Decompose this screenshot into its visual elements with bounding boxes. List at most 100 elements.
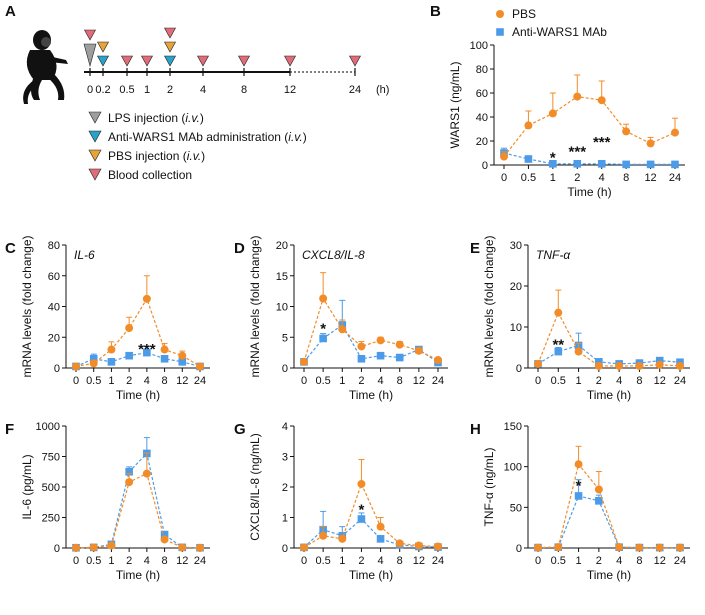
x-tick-label: 0.5 [521,172,536,184]
timeline-tick-label: 0.2 [95,84,110,96]
data-point-anti-wars1 [160,354,169,363]
series-line-pbs [75,472,201,549]
data-point-pbs [574,347,583,356]
data-point-pbs [125,324,134,333]
blood-legend-label: Blood collection [108,168,192,182]
data-point-pbs [554,308,563,317]
x-tick-label: 8 [636,375,642,387]
data-point-anti-wars1 [646,160,655,169]
y-tick-label: 40 [48,302,60,314]
x-tick-label: 0 [535,375,541,387]
data-point-pbs [178,351,187,360]
data-point-pbs [548,109,557,118]
chart-title: CXCL8/IL-8 [302,248,365,262]
x-tick-label: 12 [413,375,425,387]
pbs-injection-marker [163,41,177,53]
x-tick-label: 2 [596,555,602,567]
series-line-anti-wars1 [537,495,680,549]
y-tick-label: 500 [42,482,60,494]
y-tick-label: 4 [282,421,288,433]
x-tick-label: 1 [339,375,345,387]
data-point-pbs [573,92,582,101]
data-point-pbs [160,345,169,354]
data-point-pbs [434,542,442,551]
x-tick-label: 2 [126,375,132,387]
data-point-pbs [594,485,603,494]
y-tick-label: 80 [476,64,488,76]
x-tick-label: 4 [144,375,150,387]
timeline-tick-label: 4 [200,84,206,96]
significance-marker: * [550,150,556,167]
x-tick-label: 2 [358,375,364,387]
x-axis-label: Time (h) [349,388,393,402]
x-tick-label: 24 [669,172,681,184]
data-point-pbs [319,294,328,303]
x-tick-label: 4 [599,172,605,184]
data-point-anti-wars1 [597,160,606,168]
data-point-pbs [376,522,385,531]
timeline: 0 0.2 0.5 1 2 4 8 12 24 (h) [83,27,389,96]
data-point-pbs [597,96,606,105]
x-tick-label: 1 [108,555,114,567]
x-tick-label: 24 [432,555,444,567]
data-point-pbs [534,359,542,368]
data-point-pbs [178,543,187,552]
data-point-pbs [357,342,366,351]
y-tick-label: 5 [282,332,288,344]
y-axis-label: WARS1 (ng/mL) [448,62,462,149]
anti-wars1-marker [96,55,110,67]
x-tick-label: 24 [194,555,206,567]
monkey-icon [23,30,68,104]
y-tick-label: 30 [510,240,522,252]
data-point-pbs [615,543,624,552]
y-tick-label: 10 [510,322,522,334]
data-point-anti-wars1 [595,497,603,505]
x-tick-label: 24 [432,375,444,387]
y-tick-label: 20 [48,332,60,344]
x-tick-label: 0.5 [551,375,566,387]
data-point-pbs [196,362,204,371]
x-tick-label: 8 [162,555,168,567]
data-point-anti-wars1 [357,515,366,523]
blood-collection-marker [283,55,297,67]
y-tick-label: 80 [48,240,60,252]
data-point-anti-wars1 [524,155,533,163]
timeline-tick-label: 8 [241,84,247,96]
data-point-pbs [655,360,664,369]
x-tick-label: 1 [576,555,582,567]
x-tick-label: 12 [654,555,666,567]
y-tick-label: 150 [504,421,522,433]
data-point-pbs [676,361,684,370]
x-tick-label: 24 [674,375,686,387]
data-point-anti-wars1 [357,354,366,363]
x-tick-label: 2 [574,172,580,184]
y-axis-label: mRNA levels (fold change) [482,235,496,377]
data-point-pbs [615,361,624,370]
x-tick-label: 12 [644,172,656,184]
significance-marker: * [576,478,582,495]
data-point-pbs [395,539,404,548]
panel-label: D [234,240,245,257]
y-axis-label: IL-6 (pg/mL) [20,454,34,519]
pbs-injection-marker [96,41,110,53]
x-axis-label: Time (h) [587,388,631,402]
y-tick-label: 0 [54,543,60,555]
data-point-pbs [300,357,308,366]
data-point-pbs [338,325,347,334]
y-tick-label: 40 [476,112,488,124]
panel-label: C [5,240,16,257]
significance-marker: *** [138,341,156,358]
blood-collection-marker [83,29,97,41]
significance-marker: *** [593,134,611,151]
x-tick-label: 0 [73,375,79,387]
x-axis-label: Time (h) [349,568,393,582]
series-line-anti-wars1 [75,452,201,549]
series-line-anti-wars1 [303,324,439,363]
y-tick-label: 0 [54,363,60,375]
y-tick-label: 50 [510,502,522,514]
